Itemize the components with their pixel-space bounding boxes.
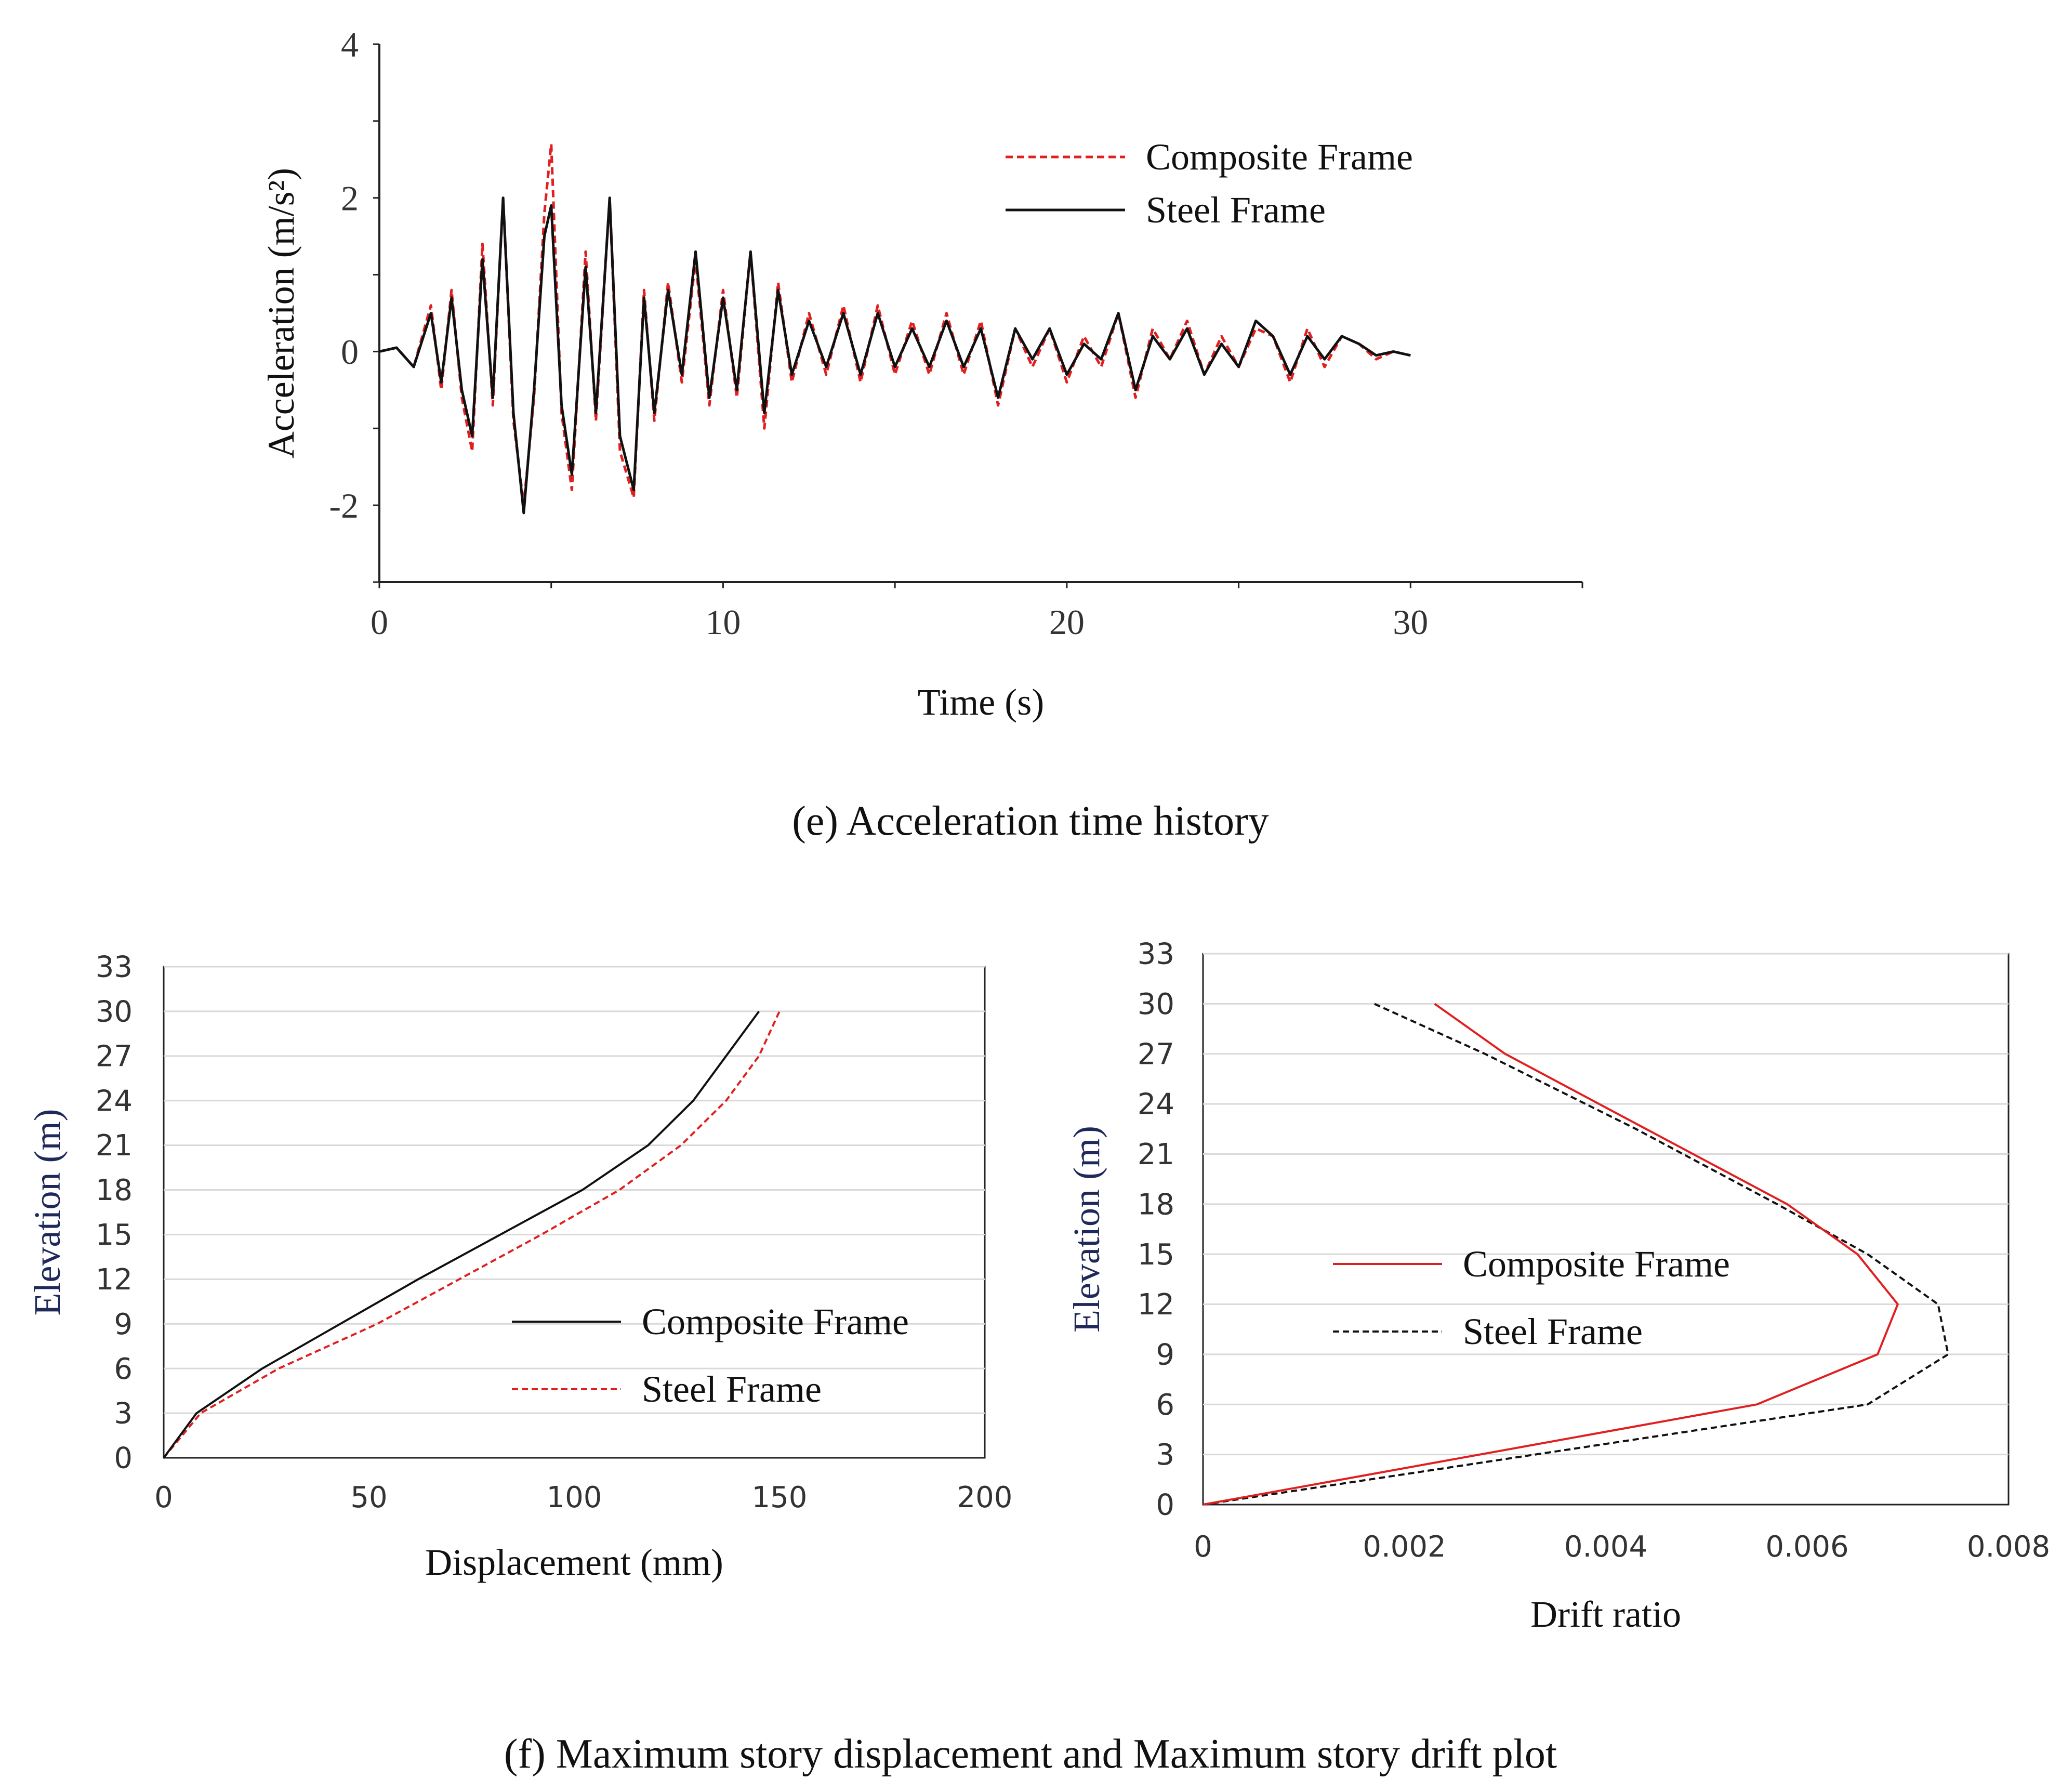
- y-tick-label: 15: [96, 1218, 133, 1252]
- y-tick-label: 30: [1138, 987, 1174, 1021]
- y-tick-label: 6: [114, 1352, 133, 1386]
- plot-frame: [1202, 953, 2010, 1506]
- x-tick-label: 0.006: [1765, 1530, 1848, 1564]
- x-tick-label: 0.002: [1363, 1530, 1446, 1564]
- y-tick-label: 0: [114, 1442, 133, 1475]
- y-tick-label: -2: [329, 486, 359, 525]
- legend-label-composite: Composite Frame: [642, 1301, 909, 1342]
- y-tick-label: 21: [96, 1129, 133, 1163]
- y-tick-label: 18: [1138, 1188, 1174, 1221]
- y-tick-label: 0: [341, 332, 359, 372]
- y-tick-label: 33: [96, 951, 133, 984]
- x-tick-label: 150: [752, 1481, 808, 1514]
- series-line-composite: [1203, 1003, 1899, 1506]
- drift-chart: 0 0.002 0.004 0.006 0.008 0 3 6 9 12 15 18 21 24 27 30 3…: [1066, 938, 2050, 1635]
- legend-label-steel: Steel Frame: [642, 1368, 822, 1410]
- y-tick-label: 3: [1156, 1438, 1174, 1472]
- x-tick-label: 10: [705, 602, 741, 642]
- y-tick-label: 15: [1138, 1238, 1174, 1272]
- y-axis-label: Elevation (m): [1066, 1126, 1107, 1333]
- y-tick-label: 12: [96, 1263, 133, 1297]
- y-axis-label: Acceleration (m/s²): [260, 168, 302, 458]
- x-tick-label: 0.008: [1967, 1530, 2050, 1564]
- x-tick-label: 0.004: [1564, 1530, 1647, 1564]
- legend-label-composite: Composite Frame: [1146, 136, 1413, 178]
- y-tick-label: 33: [1138, 938, 1174, 971]
- y-tick-label: 0: [1156, 1488, 1174, 1522]
- y-axis-label: Elevation (m): [27, 1109, 68, 1316]
- x-axis-label: Displacement (mm): [425, 1541, 723, 1583]
- x-axis-label: Time (s): [918, 681, 1044, 723]
- x-tick-label: 30: [1393, 602, 1428, 642]
- x-tick-label: 0: [154, 1481, 173, 1514]
- y-tick-label: 24: [1138, 1088, 1174, 1122]
- legend-label-steel: Steel Frame: [1146, 189, 1326, 231]
- y-tick-label: 12: [1138, 1288, 1174, 1322]
- caption-f: (f) Maximum story displacement and Maxim…: [504, 1731, 1557, 1777]
- x-axis-label: Drift ratio: [1530, 1593, 1681, 1635]
- y-tick-label: 30: [96, 995, 133, 1029]
- displacement-chart: 0 50 100 150 200 0 3 6 9 12 15 18 21 24 27 30 33 Displace…: [27, 951, 1013, 1583]
- y-tick-label: 3: [114, 1397, 133, 1431]
- y-tick-label: 24: [96, 1084, 133, 1118]
- y-tick-label: 9: [114, 1308, 133, 1341]
- caption-e: (e) Acceleration time history: [792, 798, 1269, 844]
- plot-frame: [163, 966, 986, 1459]
- legend-label-steel: Steel Frame: [1463, 1311, 1643, 1352]
- x-tick-label: 20: [1049, 602, 1085, 642]
- y-tick-label: 6: [1156, 1388, 1174, 1422]
- y-tick-label: 18: [96, 1174, 133, 1207]
- series-line-steel: [379, 196, 1411, 515]
- x-tick-label: 0: [371, 602, 388, 642]
- y-tick-label: 9: [1156, 1338, 1174, 1372]
- y-tick-label: 2: [341, 179, 359, 218]
- series-line-steel: [1203, 1003, 1949, 1506]
- y-tick-label: 21: [1138, 1138, 1174, 1171]
- y-tick-label: 27: [96, 1039, 133, 1073]
- x-tick-label: 200: [957, 1481, 1013, 1514]
- x-tick-label: 100: [547, 1481, 602, 1514]
- legend-label-composite: Composite Frame: [1463, 1243, 1730, 1285]
- x-tick-label: 50: [350, 1481, 387, 1514]
- y-tick-label: 4: [341, 25, 359, 64]
- acceleration-chart: 0 10 20 30 -2 0 2 4 Time (s) Acceleration (m/s²) C…: [260, 25, 1583, 723]
- x-tick-label: 0: [1194, 1530, 1212, 1564]
- series-line-composite: [163, 1010, 760, 1459]
- y-tick-label: 27: [1138, 1037, 1174, 1071]
